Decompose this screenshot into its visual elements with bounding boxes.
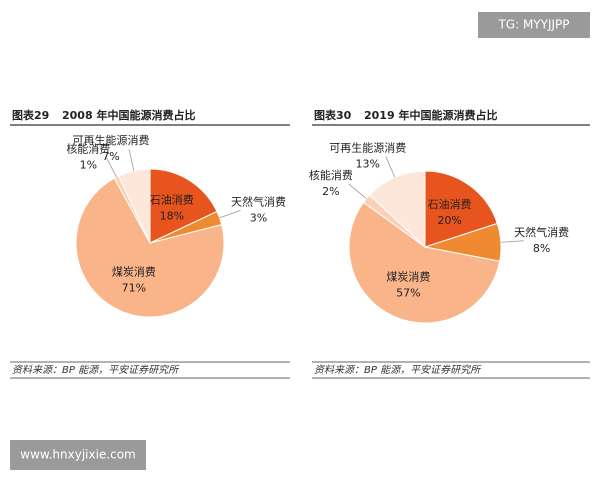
pie-slice: [75, 177, 225, 318]
slice-value: 2%: [322, 185, 339, 198]
pie-slice: [424, 170, 498, 248]
slice-category: 煤炭消费: [112, 264, 156, 278]
chart-title: 2008 年中国能源消费占比: [62, 108, 195, 122]
leader-line: [105, 157, 117, 178]
pie-slice: [117, 168, 151, 244]
slice-category: 可再生能源消费: [329, 140, 406, 154]
slice-value: 1%: [80, 158, 97, 171]
leader-line: [219, 210, 241, 219]
pie-slice: [368, 170, 426, 249]
slice-category: 石油消费: [150, 193, 194, 207]
slice-value: 20%: [437, 214, 461, 227]
watermark: TG: MYYJJPP: [497, 18, 569, 32]
slice-category: 石油消费: [428, 197, 472, 211]
slice-category: 煤炭消费: [386, 269, 430, 283]
source: 资料来源：BP 能源，平安证券研究所: [314, 364, 482, 376]
pie-slice: [348, 201, 501, 324]
slice-category: 天然气消费: [231, 194, 286, 208]
source: 资料来源：BP 能源，平安证券研究所: [12, 364, 180, 376]
leader-line: [500, 240, 524, 243]
slice-category: 天然气消费: [514, 225, 569, 239]
leader-line: [348, 183, 367, 199]
slice-category: 核能消费: [309, 168, 353, 182]
chart-title: 2019 年中国能源消费占比: [364, 108, 497, 122]
leader-line: [128, 149, 135, 171]
slice-category: 核能消费: [66, 141, 110, 155]
leader-line: [385, 156, 396, 178]
slice-value: 8%: [533, 242, 550, 255]
slice-value: 3%: [250, 211, 267, 224]
watermark-box: [478, 12, 590, 38]
slice-value: 13%: [356, 157, 380, 170]
slice-value: 71%: [122, 281, 146, 294]
slice-value: 18%: [160, 210, 184, 223]
slice-category: 可再生能源消费: [73, 133, 150, 147]
watermark: www.hnxyjixie.com: [20, 448, 136, 462]
watermark-box: [10, 440, 146, 470]
slice-value: 57%: [396, 286, 420, 299]
pie-slice: [149, 168, 218, 244]
figure-label: 图表30: [314, 108, 352, 122]
slice-value: 7%: [102, 150, 119, 163]
figure-label: 图表29: [12, 108, 49, 122]
